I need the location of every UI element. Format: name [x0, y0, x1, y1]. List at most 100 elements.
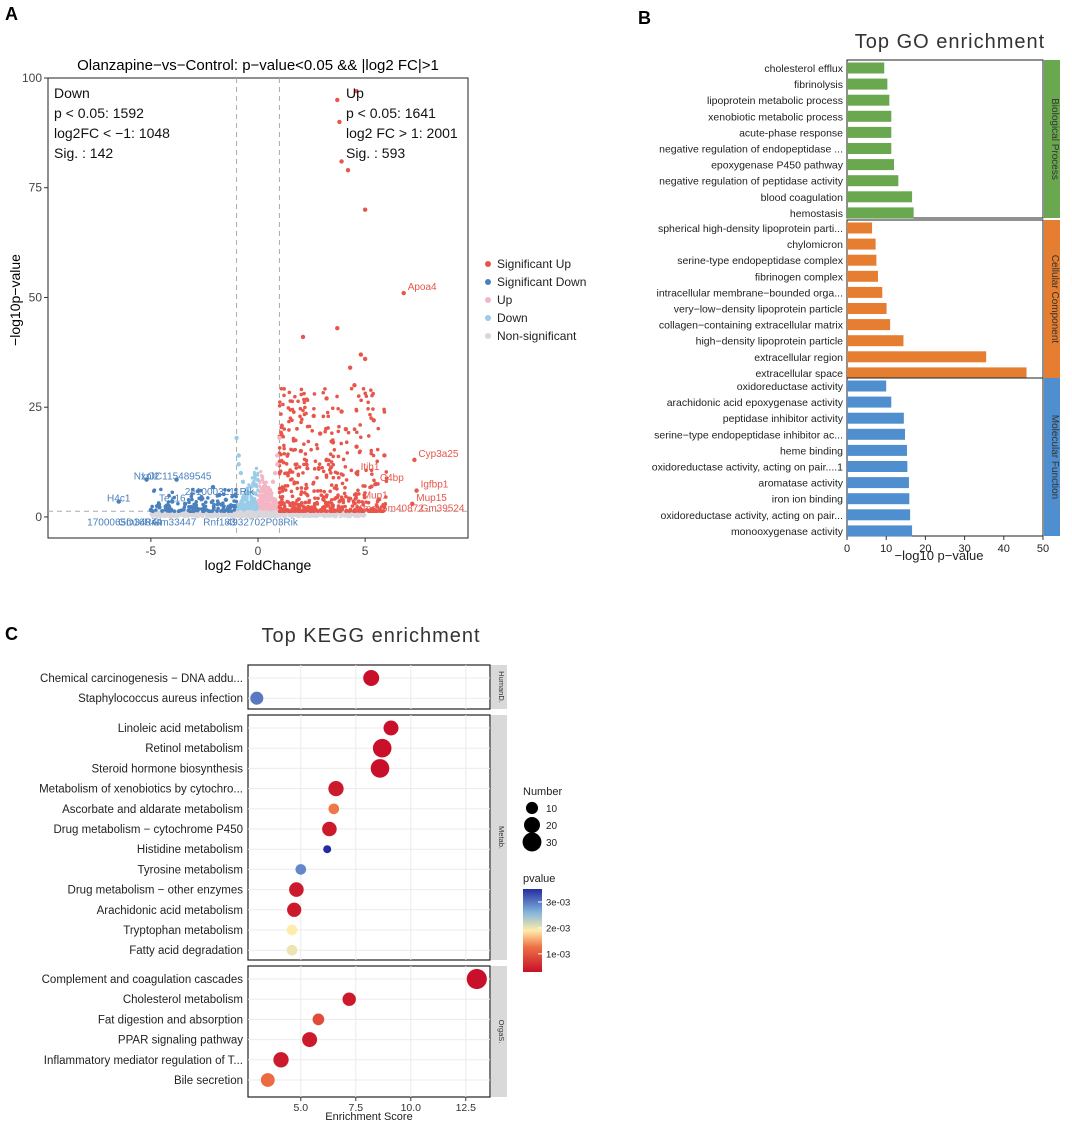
volcano-point [344, 494, 348, 499]
kegg-x-tick-label: 7.5 [348, 1102, 363, 1114]
volcano-point [274, 509, 278, 513]
volcano-point [215, 512, 219, 516]
volcano-point [256, 478, 260, 483]
go-group-strip [1044, 60, 1060, 218]
volcano-down-stats: log2FC < −1: 1048 [54, 125, 170, 141]
volcano-point [163, 504, 168, 509]
volcano-point [345, 451, 350, 455]
kegg-group-strip [491, 715, 507, 960]
volcano-point [315, 502, 320, 506]
volcano-point [203, 500, 208, 504]
go-x-tick-label: 40 [998, 543, 1010, 555]
volcano-point [339, 472, 344, 476]
go-x-tick-label: 20 [919, 543, 931, 555]
kegg-size-legend-dot [522, 832, 542, 852]
go-term-label: iron ion binding [772, 494, 843, 506]
volcano-point [362, 207, 368, 212]
volcano-point [312, 406, 316, 411]
volcano-point [353, 501, 357, 506]
volcano-point [170, 490, 175, 495]
kegg-dot [372, 738, 392, 758]
volcano-point [281, 507, 286, 511]
volcano-point [354, 407, 359, 412]
volcano-title: Olanzapine−vs−Control: p−value<0.05 && |… [77, 57, 439, 74]
volcano-gene-label: LOC115489545 [142, 472, 212, 483]
go-term-label: aromatase activity [758, 478, 843, 490]
volcano-point [240, 503, 244, 507]
volcano-point [356, 508, 361, 513]
volcano-point [287, 419, 291, 424]
volcano-point [302, 457, 307, 462]
volcano-point [317, 431, 323, 436]
volcano-point [296, 399, 300, 404]
volcano-y-tick-label: 100 [22, 71, 42, 85]
volcano-point [357, 450, 362, 455]
volcano-point [363, 484, 367, 488]
volcano-point [341, 498, 345, 502]
kegg-dot [302, 1032, 318, 1048]
volcano-gene-label: Gm39524 [421, 504, 465, 515]
volcano-point [264, 480, 268, 484]
volcano-up-stats: Up [346, 85, 364, 101]
volcano-point [340, 507, 345, 512]
volcano-point [325, 509, 329, 514]
volcano-point [315, 475, 319, 480]
volcano-point [205, 508, 209, 512]
kegg-size-legend-label: 10 [546, 804, 558, 815]
volcano-point [270, 479, 276, 485]
volcano-point [170, 499, 175, 504]
volcano-point [233, 505, 237, 509]
kegg-term-label: Metabolism of xenobiotics by cytochro... [39, 784, 243, 796]
volcano-point [357, 492, 361, 496]
volcano-point [296, 472, 301, 477]
volcano-point [212, 502, 216, 507]
volcano-point [246, 490, 250, 494]
kegg-panel-frame [247, 714, 491, 961]
go-bar [847, 254, 877, 266]
volcano-point [296, 509, 301, 514]
kegg-term-label: PPAR signaling pathway [118, 1035, 243, 1047]
volcano-point [366, 400, 370, 405]
volcano-point [277, 471, 282, 476]
volcano-point [271, 496, 275, 500]
kegg-dot [466, 968, 487, 990]
volcano-point [280, 485, 285, 489]
volcano-point [306, 439, 311, 444]
volcano-legend: Significant Up Significant Down Up Down Non-… [485, 257, 586, 343]
volcano-point [358, 435, 363, 440]
volcano-point [154, 514, 158, 518]
kegg-size-legend-dot [524, 817, 540, 833]
volcano-point [321, 414, 326, 419]
volcano-point [194, 515, 198, 519]
volcano-point [290, 515, 294, 519]
volcano-point [216, 506, 220, 511]
volcano-point [321, 469, 326, 474]
volcano-point [324, 427, 328, 431]
volcano-point [165, 509, 170, 513]
volcano-point [369, 448, 374, 453]
volcano-point [305, 463, 309, 467]
volcano-point [346, 499, 351, 503]
go-bar [847, 461, 908, 472]
volcano-point [302, 442, 306, 446]
volcano-point [339, 159, 344, 164]
volcano-point [254, 492, 258, 497]
go-bar [847, 351, 987, 363]
volcano-point [337, 119, 342, 125]
volcano-point [333, 470, 338, 475]
volcano-point [347, 509, 351, 514]
volcano-point [232, 508, 237, 512]
volcano-gene-label: 2410003L11Rik [185, 487, 255, 498]
volcano-point [359, 398, 363, 403]
volcano-point [176, 501, 180, 506]
go-group-label: Molecular Function [1049, 415, 1060, 499]
volcano-point [372, 478, 376, 483]
volcano-point [236, 453, 241, 458]
volcano-point [236, 503, 240, 508]
volcano-point [160, 512, 164, 516]
volcano-point [258, 512, 262, 516]
volcano-point [331, 506, 335, 511]
volcano-point [352, 427, 357, 432]
volcano-point [304, 482, 308, 487]
volcano-point [346, 430, 351, 435]
